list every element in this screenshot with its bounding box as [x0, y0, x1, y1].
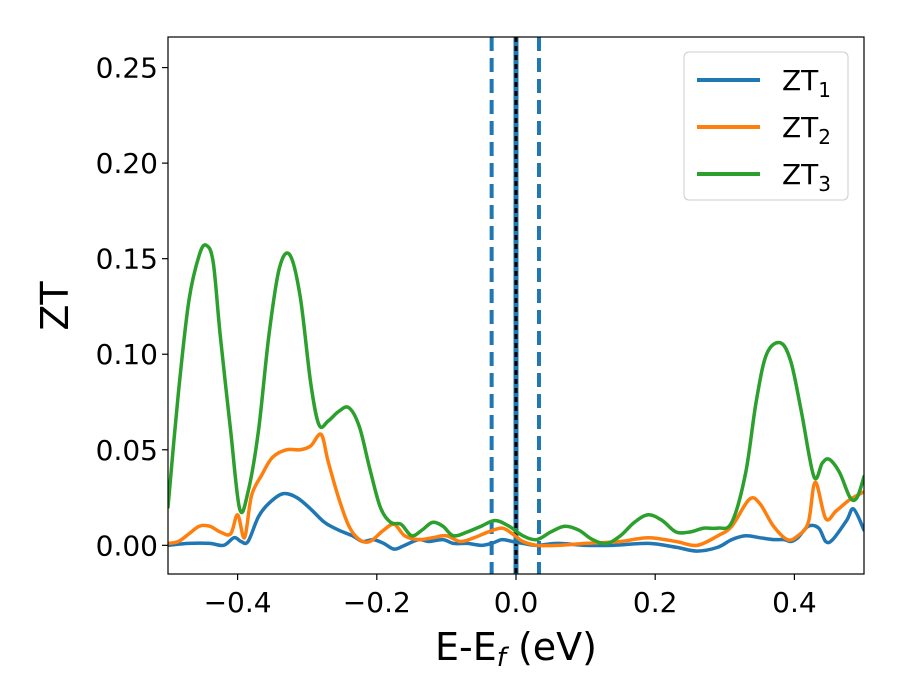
y-tick-label: 0.20: [96, 147, 158, 180]
x-axis-label-main: E-E: [435, 625, 497, 669]
y-tick-label: 0.05: [96, 434, 158, 467]
x-axis-ticks: −0.4 −0.2 0.0 0.2 0.4: [204, 574, 817, 619]
legend-label-zt2: ZT2: [782, 111, 831, 149]
y-tick-label: 0.15: [96, 243, 158, 276]
legend-box: [683, 51, 849, 201]
y-tick-label: 0.25: [96, 52, 158, 85]
x-tick-label: −0.4: [204, 586, 272, 619]
series-line-zt2: [168, 432, 864, 548]
y-axis-label: ZT: [33, 281, 77, 331]
x-axis-label: E-Ef (eV): [435, 625, 597, 673]
legend: ZT1 ZT2 ZT3: [683, 51, 849, 201]
legend-label-zt3: ZT3: [782, 158, 831, 196]
x-tick-label: 0.4: [772, 586, 817, 619]
x-tick-label: 0.2: [633, 586, 678, 619]
legend-entries: ZT1 ZT2 ZT3: [697, 64, 831, 196]
x-tick-label: 0.0: [494, 586, 539, 619]
x-axis-label-unit: (eV): [506, 625, 597, 669]
x-tick-label: −0.2: [343, 586, 411, 619]
fermi-window-lines: [489, 37, 541, 574]
series-layer: [168, 243, 864, 553]
series-line-zt3: [168, 243, 864, 546]
y-axis-ticks: 0.00 0.05 0.10 0.15 0.20 0.25: [96, 52, 168, 562]
legend-label-zt1: ZT1: [782, 64, 831, 102]
y-tick-label: 0.00: [96, 529, 158, 562]
y-tick-label: 0.10: [96, 338, 158, 371]
